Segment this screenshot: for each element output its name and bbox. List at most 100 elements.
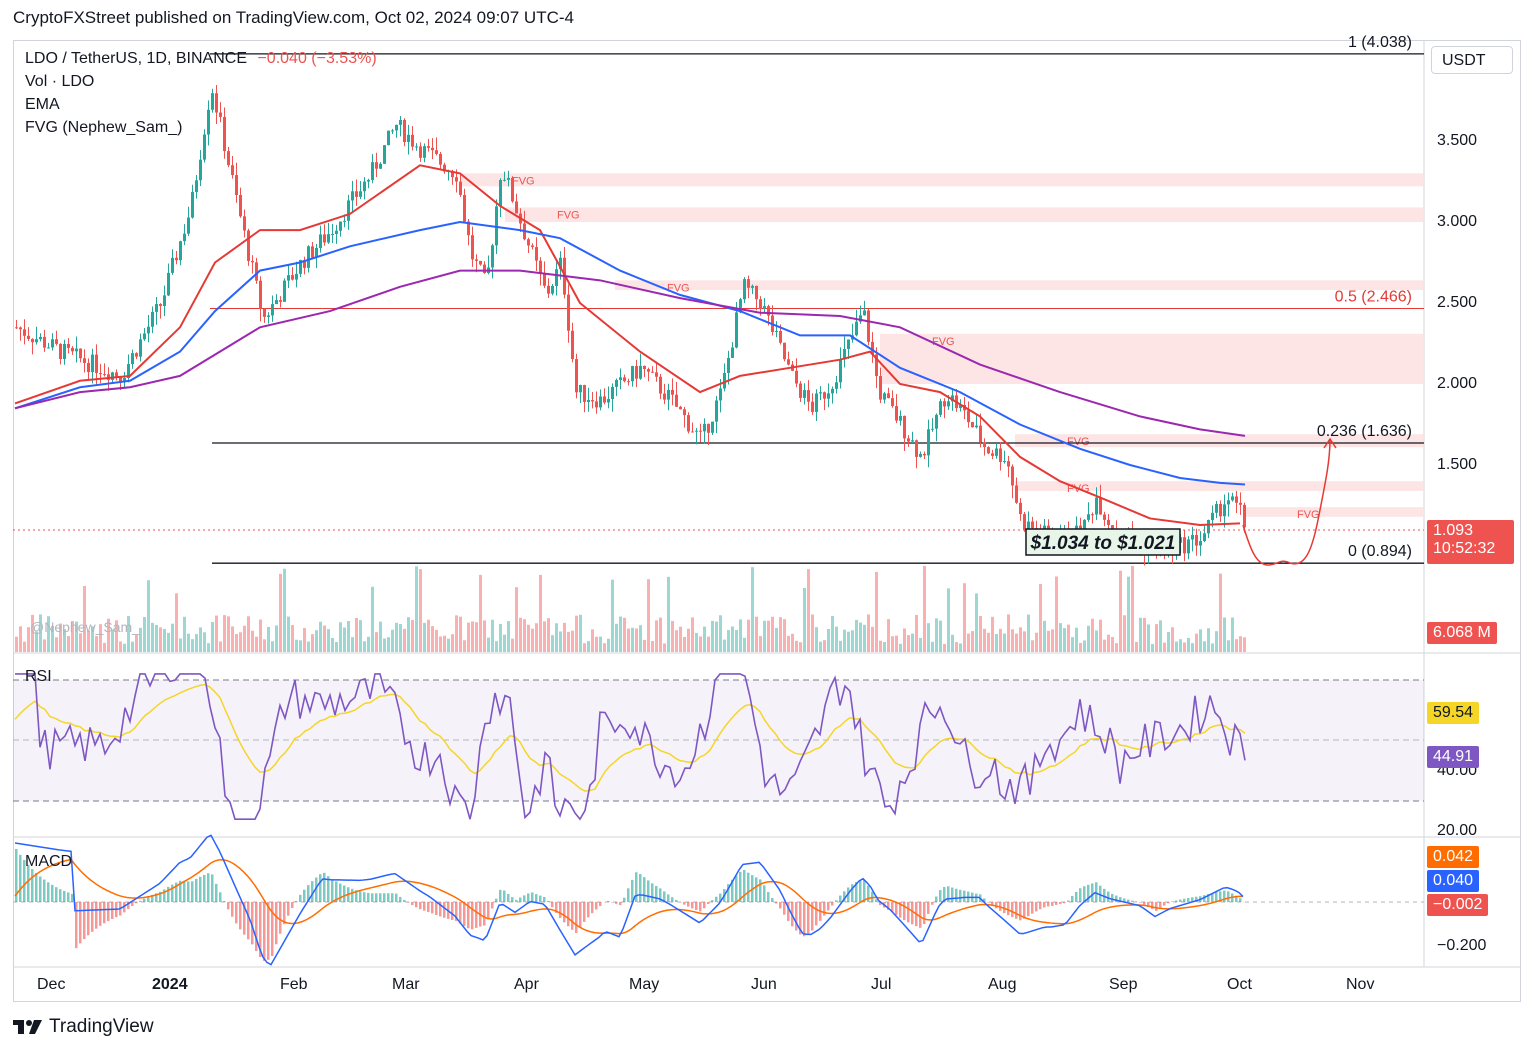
volume-bar: [659, 617, 662, 652]
volume-bar: [1127, 576, 1130, 652]
candle-body: [187, 217, 190, 234]
volume-bar: [1095, 630, 1098, 652]
candle-body: [975, 425, 978, 428]
candle-body: [475, 259, 478, 261]
volume-bar: [227, 616, 230, 652]
volume-badge: 6.068 M: [1427, 622, 1497, 644]
currency-button[interactable]: USDT: [1431, 46, 1513, 74]
volume-bar: [1051, 629, 1054, 652]
candle-body: [671, 389, 674, 395]
volume-bar: [1091, 618, 1094, 652]
candle-body: [1203, 533, 1206, 542]
macd-hist-bar: [1131, 900, 1134, 902]
x-tick-2024: 2024: [152, 976, 188, 993]
candle-body: [219, 112, 222, 117]
volume-bar: [179, 638, 182, 652]
macd-hist-bar: [739, 871, 742, 902]
fvg-zone: [1245, 507, 1424, 517]
legend-volume[interactable]: Vol · LDO: [25, 73, 95, 90]
macd-hist-bar: [1175, 900, 1178, 902]
volume-bar: [303, 628, 306, 652]
candle-body: [535, 247, 538, 261]
candle-body: [355, 191, 358, 197]
volume-bar: [919, 637, 922, 652]
volume-bar: [1123, 615, 1126, 652]
candle-body: [631, 366, 634, 382]
volume-bar: [71, 621, 74, 652]
macd-hist-bar: [963, 890, 966, 902]
chart-frame[interactable]: [13, 40, 1521, 1002]
macd-hist-bar: [1163, 902, 1166, 906]
candle-body: [915, 440, 918, 457]
volume-bar: [399, 624, 402, 652]
macd-hist-bar: [455, 902, 458, 921]
volume-bar: [151, 622, 154, 652]
macd-hist-bar: [1139, 902, 1142, 903]
candle-body: [351, 191, 354, 201]
volume-bar: [1107, 634, 1110, 652]
volume-bar: [595, 636, 598, 652]
volume-bar: [159, 627, 162, 652]
macd-hist-bar: [1123, 898, 1126, 902]
macd-hist-bar: [15, 848, 18, 902]
volume-bar: [1147, 624, 1150, 652]
fvg-zone: [1015, 481, 1424, 491]
fib-label: 0.5 (2.466): [1335, 289, 1412, 306]
rsi-tick-20: 20.00: [1437, 822, 1478, 839]
candle-body: [807, 390, 810, 402]
volume-bar: [119, 641, 122, 652]
macd-hist-bar: [827, 902, 830, 911]
volume-bar: [1227, 640, 1230, 652]
volume-bar: [499, 623, 502, 652]
volume-bar: [15, 636, 18, 652]
macd-hist-bar: [563, 902, 566, 923]
macd-hist-bar: [559, 902, 562, 918]
candle-body: [987, 447, 990, 454]
symbol-label: LDO / TetherUS, 1D, BINANCE: [25, 50, 247, 67]
volume-bar: [323, 625, 326, 652]
candle-body: [1207, 519, 1210, 534]
macd-hist-bar: [1075, 891, 1078, 902]
volume-bar: [531, 628, 534, 652]
candle-body: [251, 260, 254, 263]
volume-bar: [883, 642, 886, 652]
candle-body: [147, 326, 150, 334]
candle-body: [167, 272, 170, 296]
candle-body: [555, 269, 558, 286]
volume-bar: [255, 636, 258, 652]
candle-body: [531, 245, 534, 248]
macd-hist-bar: [711, 900, 714, 902]
macd-hist-bar: [1155, 902, 1158, 911]
macd-hist-bar: [795, 902, 798, 931]
macd-hist-bar: [499, 889, 502, 902]
candle-body: [635, 366, 638, 379]
volume-bar: [215, 615, 218, 652]
macd-hist-bar: [987, 902, 990, 903]
candle-body: [763, 306, 766, 310]
macd-hist-bar: [635, 872, 638, 902]
candle-body: [115, 372, 118, 377]
tradingview-logo[interactable]: TradingView: [13, 1016, 154, 1038]
macd-hist-bar: [279, 902, 282, 934]
macd-hist-bar: [799, 902, 802, 935]
candle-body: [55, 339, 58, 344]
candle-body: [907, 438, 910, 442]
candle-body: [1023, 514, 1026, 531]
candle-body: [515, 201, 518, 214]
projection-arrowhead: [1323, 437, 1337, 449]
candle-body: [423, 146, 426, 158]
candle-body: [799, 383, 802, 398]
macd-hist-bar: [551, 902, 554, 908]
volume-bar: [35, 631, 38, 652]
legend-ema[interactable]: EMA: [25, 96, 60, 113]
macd-hist-bar: [95, 902, 98, 929]
macd-hist-bar: [323, 872, 326, 902]
candle-body: [567, 294, 570, 331]
macd-hist-bar: [439, 902, 442, 917]
legend-symbol[interactable]: LDO / TetherUS, 1D, BINANCE −0.040 (−3.5…: [25, 50, 377, 68]
legend-fvg[interactable]: FVG (Nephew_Sam_): [25, 119, 183, 136]
macd-hist-bar: [871, 891, 874, 902]
volume-bar: [735, 630, 738, 652]
